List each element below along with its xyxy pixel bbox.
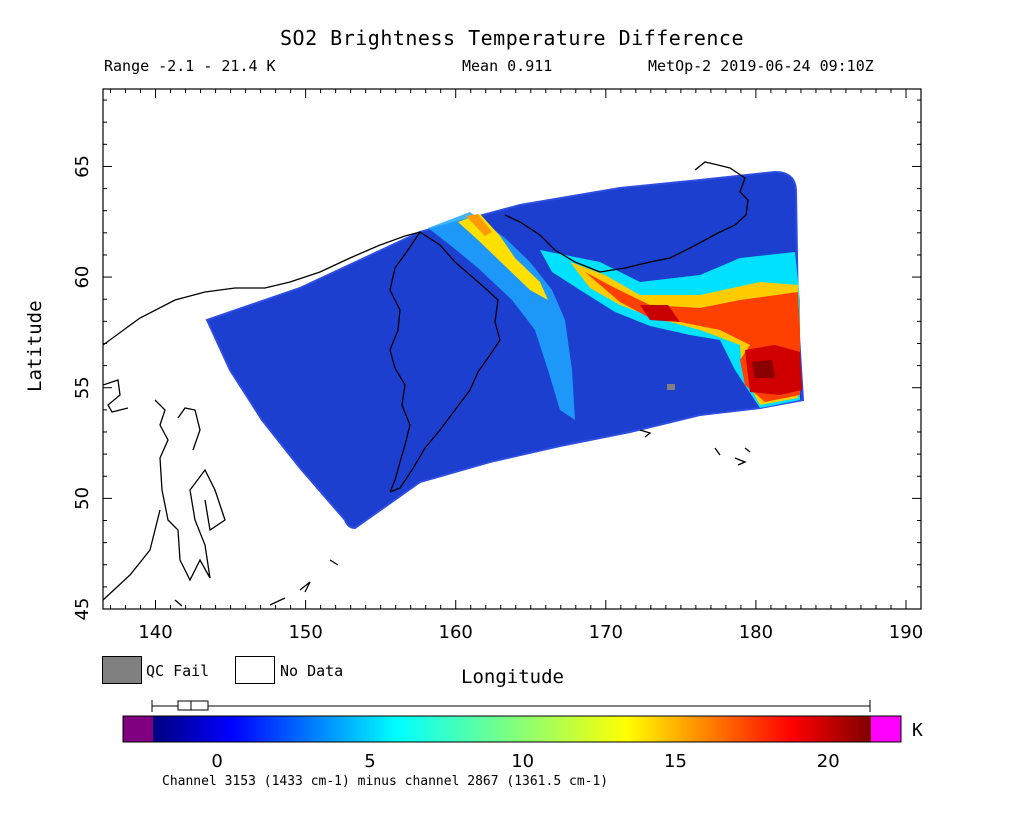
colorbar-tick-label: 5 xyxy=(364,751,375,772)
qc-fail-label: QC Fail xyxy=(146,662,210,680)
colorbar-tick-label: 10 xyxy=(511,751,534,772)
plume-main-arm-inner xyxy=(585,272,800,402)
colorbar-unit: K xyxy=(912,720,923,741)
colorbar-range-box xyxy=(177,700,209,711)
y-tick-label: 60 xyxy=(72,266,93,289)
swath-background xyxy=(205,170,805,530)
axis-ticks xyxy=(103,89,922,610)
plume-diagonal-core-orange xyxy=(466,214,492,236)
qc-fail-pixel xyxy=(667,384,675,390)
x-tick-label: 140 xyxy=(138,622,172,643)
qc-fail-swatch xyxy=(102,656,142,684)
satellite-time-readout: MetOp-2 2019-06-24 09:10Z xyxy=(648,57,874,75)
no-data-label: No Data xyxy=(280,662,344,680)
colorbar xyxy=(122,700,902,743)
colorbar-over-swatch xyxy=(871,716,901,742)
y-tick-label: 50 xyxy=(72,487,93,510)
x-tick-label: 150 xyxy=(288,622,322,643)
chart-title: SO2 Brightness Temperature Difference xyxy=(279,26,745,50)
y-axis-label: Latitude xyxy=(24,300,46,392)
mean-readout: Mean 0.911 xyxy=(462,57,553,75)
x-tick-labels: 140 150 160 170 180 190 xyxy=(138,622,923,643)
plume-core-dark xyxy=(752,360,775,378)
y-tick-label: 65 xyxy=(72,155,93,178)
x-tick-label: 180 xyxy=(739,622,773,643)
y-tick-label: 55 xyxy=(72,376,93,399)
plume-west-spot xyxy=(640,305,680,322)
plume-diagonal-core xyxy=(458,214,548,300)
map-frame xyxy=(102,88,922,610)
no-data-swatch xyxy=(235,656,275,684)
x-axis-label: Longitude xyxy=(461,666,564,688)
colorbar-under-swatch xyxy=(123,716,153,742)
colorbar-gradient xyxy=(153,716,871,742)
colorbar-tick-label: 20 xyxy=(817,751,840,772)
range-readout: Range -2.1 - 21.4 K xyxy=(104,57,276,75)
x-tick-label: 160 xyxy=(439,622,473,643)
y-tick-label: 45 xyxy=(72,598,93,621)
colorbar-tick-labels: 0 5 10 15 20 xyxy=(211,751,839,772)
x-tick-label: 170 xyxy=(589,622,623,643)
coastlines xyxy=(103,161,751,607)
colorbar-note: Channel 3153 (1433 cm-1) minus channel 2… xyxy=(162,774,609,789)
x-tick-label: 190 xyxy=(889,622,923,643)
map-plot-area xyxy=(103,161,805,607)
colorbar-tick-label: 15 xyxy=(664,751,687,772)
colorbar-tick-label: 0 xyxy=(211,751,222,772)
y-tick-labels: 45 50 55 60 65 xyxy=(72,155,93,620)
